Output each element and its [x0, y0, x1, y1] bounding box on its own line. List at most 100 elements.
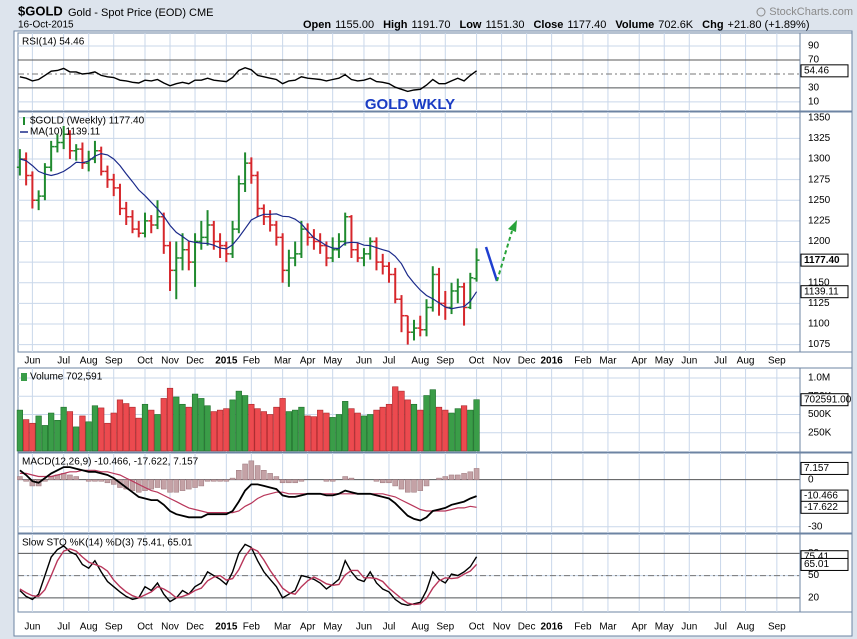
histogram-bar — [467, 471, 474, 480]
volume-bar — [160, 398, 167, 452]
y-tick-label: 0 — [808, 474, 814, 485]
y-tick-label: 500K — [808, 409, 832, 420]
x-tick-label: Jul — [57, 356, 70, 367]
volume-bar — [229, 399, 236, 452]
x-tick-label: Jun — [356, 622, 372, 633]
x-tick-label: Jul — [383, 622, 396, 633]
value-box — [800, 64, 849, 78]
x-tick-label: Apr — [300, 622, 316, 633]
panel-legend: MACD(12,26,9) -10.466, -17.622, 7.157 — [22, 457, 199, 468]
histogram-bar — [23, 479, 29, 482]
volume-bar — [279, 398, 286, 452]
chart-title: GOLD WKLY — [365, 96, 455, 113]
y-tick-label: 10 — [808, 97, 820, 108]
volume-bar — [473, 399, 480, 452]
volume-bar — [373, 409, 380, 452]
volume-bar — [435, 406, 443, 452]
quote-label: High — [383, 19, 408, 31]
volume-bar — [448, 412, 455, 452]
histogram-bar — [448, 474, 455, 480]
histogram-bar — [261, 470, 267, 480]
value-box — [800, 461, 849, 475]
x-tick-label: Oct — [469, 356, 485, 367]
value-box-label: 7.157 — [804, 463, 829, 474]
histogram-bar — [161, 479, 167, 490]
copyright-icon — [756, 7, 766, 17]
volume-bar — [285, 411, 292, 452]
x-tick-label: Sep — [105, 356, 123, 367]
volume-bar — [392, 386, 399, 452]
x-tick-label: Nov — [161, 356, 179, 367]
volume-bar — [23, 419, 30, 452]
legend-icon — [21, 373, 27, 381]
security-name: Gold - Spot Price (EOD) CME — [68, 7, 213, 19]
value-box-label: 1139.11 — [804, 286, 839, 297]
volume-bar — [317, 409, 324, 452]
quote-value: 1155.00 — [335, 19, 374, 31]
histogram-bar — [442, 476, 449, 480]
histogram-bar — [461, 473, 467, 480]
watermark: StockCharts.com — [769, 6, 853, 18]
signal-line — [19, 469, 477, 514]
moving-average — [19, 152, 478, 310]
volume-bar — [85, 421, 92, 452]
histogram-bar — [29, 479, 36, 487]
x-tick-label: Nov — [161, 622, 179, 633]
histogram-bar — [392, 479, 398, 487]
value-box — [800, 557, 849, 571]
x-tick-label: Dec — [186, 622, 204, 633]
histogram-bar — [129, 479, 136, 491]
value-box — [800, 500, 849, 514]
x-tick-label: Aug — [737, 622, 755, 633]
volume-bar — [179, 403, 186, 452]
x-tick-label: Aug — [737, 356, 755, 367]
volume-bar — [41, 425, 49, 452]
x-tick-label: Oct — [137, 622, 153, 633]
volume-bar — [35, 415, 42, 452]
histogram-bar — [373, 479, 380, 482]
x-tick-label: Jun — [356, 356, 372, 367]
volume-bar — [398, 390, 405, 452]
volume-bar — [110, 412, 117, 452]
quote-value: 1177.40 — [567, 19, 606, 31]
x-tick-label: Mar — [274, 622, 292, 633]
histogram-bar — [167, 479, 173, 493]
value-box-label: -10.466 — [804, 491, 838, 502]
histogram-bar — [292, 479, 298, 484]
value-box-label: 54.46 — [804, 65, 829, 76]
x-tick-label: 2015 — [215, 622, 238, 633]
volume-bar — [135, 417, 142, 452]
histogram-bar — [192, 479, 198, 488]
x-tick-label: Jun — [24, 622, 40, 633]
value-box-label: 75.41 — [804, 551, 829, 562]
histogram-bar — [179, 479, 186, 491]
histogram-bar — [17, 476, 23, 480]
volume-bar — [379, 406, 386, 452]
x-tick-label: May — [323, 622, 342, 633]
panel-legend: $GOLD (Weekly) 1177.40 — [30, 116, 145, 127]
x-tick-label: Jul — [714, 622, 727, 633]
volume-bar — [467, 409, 474, 452]
x-tick-label: Feb — [574, 356, 592, 367]
quote-value: +21.80 (+1.89%) — [728, 19, 810, 31]
volume-bar — [66, 411, 74, 452]
x-tick-label: Sep — [105, 622, 123, 633]
volume-bar — [298, 406, 305, 452]
x-tick-label: Apr — [631, 356, 647, 367]
histogram-bar — [73, 476, 79, 480]
histogram-bar — [186, 479, 192, 490]
x-tick-label: Feb — [574, 622, 592, 633]
volume-bar — [235, 390, 242, 452]
volume-bar — [429, 389, 436, 452]
volume-bar — [329, 417, 336, 452]
x-tick-label: Nov — [493, 622, 511, 633]
histogram-bar — [248, 460, 255, 480]
volume-bar — [91, 405, 99, 452]
volume-bar — [198, 398, 205, 452]
x-tick-label: 2016 — [541, 622, 564, 633]
histogram-bar — [92, 479, 98, 482]
histogram-bar — [236, 470, 242, 480]
x-tick-label: Oct — [137, 356, 153, 367]
